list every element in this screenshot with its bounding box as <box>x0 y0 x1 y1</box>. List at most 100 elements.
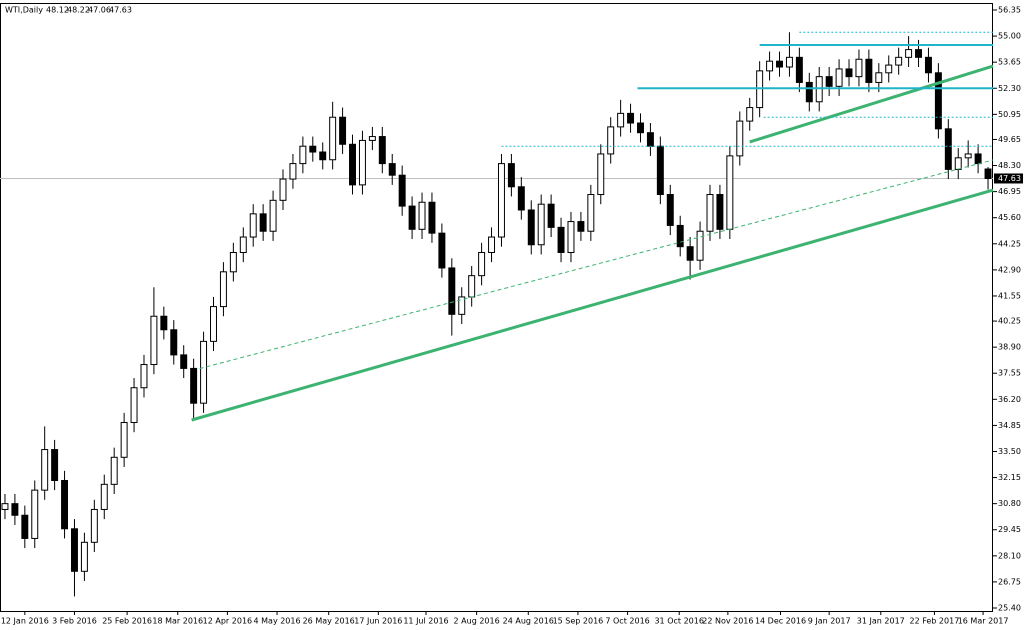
candle-body <box>418 201 426 230</box>
candle-body <box>100 483 108 510</box>
x-tick-label: 9 Jan 2017 <box>808 617 851 626</box>
candle-body <box>567 221 575 253</box>
y-tick-label: 34.85 <box>998 421 1021 430</box>
y-tick-label: 40.25 <box>998 317 1021 326</box>
candle-body <box>80 541 88 572</box>
candle-body <box>279 178 287 201</box>
candle-body <box>130 387 138 424</box>
y-tick-label: 56.35 <box>998 6 1021 15</box>
candle-body <box>627 112 635 124</box>
x-tick-label: 16 Mar 2017 <box>958 617 1009 626</box>
candle-body <box>964 153 972 159</box>
candle-body <box>934 72 942 130</box>
candle-body <box>210 306 217 342</box>
candle-body <box>686 246 694 261</box>
y-tick-label: 42.90 <box>998 265 1021 274</box>
x-tick-label: 22 Feb 2017 <box>910 617 960 626</box>
candle-body <box>706 194 714 232</box>
candle-body <box>785 56 793 68</box>
candle-body <box>170 329 178 356</box>
x-tick-label: 15 Sep 2016 <box>553 617 604 626</box>
candle-body <box>249 213 257 238</box>
candle-body <box>746 107 754 122</box>
candle-body <box>358 139 366 186</box>
y-tick-label: 26.75 <box>998 577 1021 586</box>
x-tick-label: 12 Apr 2016 <box>203 617 252 626</box>
candle-body <box>269 199 277 232</box>
candle-body <box>438 232 446 269</box>
last-high: 48.22 <box>67 6 90 15</box>
candle-body <box>339 116 347 145</box>
x-tick-label: 7 Oct 2016 <box>605 617 649 626</box>
candle-body <box>289 163 297 180</box>
y-tick-label: 53.65 <box>998 58 1021 67</box>
last-open: 48.12 <box>46 6 69 15</box>
candle-body <box>180 354 188 369</box>
candle-body <box>309 145 317 153</box>
candle-body <box>855 58 863 78</box>
y-tick-label: 36.20 <box>998 395 1021 404</box>
candle-body <box>61 479 69 530</box>
candle-body <box>915 49 923 58</box>
y-tick-label: 38.90 <box>998 343 1021 352</box>
x-tick-label: 14 Dec 2016 <box>755 617 806 626</box>
x-tick-label: 11 Jul 2016 <box>403 617 448 626</box>
candle-body <box>388 163 396 176</box>
trend-line <box>199 159 994 370</box>
candle-body <box>368 136 376 141</box>
candle-body <box>378 136 386 165</box>
candle-body <box>329 116 337 161</box>
candle-body <box>885 64 893 74</box>
candle-body <box>349 143 356 186</box>
candle-body <box>11 503 19 516</box>
candle-body <box>140 364 148 389</box>
candle-body <box>527 209 535 246</box>
trend-line <box>749 64 994 144</box>
candle-body <box>845 68 853 78</box>
candle-body <box>319 151 327 161</box>
candle-body <box>51 449 59 481</box>
y-tick-label: 29.45 <box>998 525 1021 534</box>
candle-body <box>984 168 992 179</box>
x-tick-label: 3 Feb 2016 <box>52 617 97 626</box>
candle-body <box>507 163 515 188</box>
candle-body <box>219 271 227 308</box>
y-tick-label: 45.60 <box>998 213 1021 222</box>
x-tick-label: 31 Jan 2017 <box>857 617 905 626</box>
candle-body <box>875 72 883 83</box>
candle-body <box>190 367 198 404</box>
candle-body <box>825 76 833 87</box>
candle-body <box>517 186 525 211</box>
candle-body <box>448 267 456 315</box>
x-tick-label: 26 May 2016 <box>303 617 355 626</box>
x-tick-label: 25 Feb 2016 <box>102 617 152 626</box>
candle-body <box>150 315 158 366</box>
y-tick-label: 49.65 <box>998 135 1021 144</box>
candle-body <box>736 120 744 157</box>
y-tick-label: 25.40 <box>998 604 1021 613</box>
y-tick-label: 28.10 <box>998 551 1021 560</box>
candle-body <box>597 153 605 196</box>
candle-body <box>428 201 436 234</box>
candle-body <box>944 128 952 170</box>
candle-body <box>676 224 684 248</box>
candle-body <box>557 226 565 253</box>
candle-body <box>805 81 813 103</box>
x-tick-label: 2 Aug 2016 <box>454 617 500 626</box>
last-close: 47.63 <box>109 6 132 15</box>
y-tick-label: 46.95 <box>998 187 1021 196</box>
y-tick-label: 33.50 <box>998 447 1021 456</box>
candle-body <box>398 174 406 207</box>
candle-body <box>656 145 664 196</box>
candle-body <box>478 251 486 277</box>
plot-frame <box>0 3 993 612</box>
x-tick-label: 12 Jan 2016 <box>1 617 49 626</box>
y-tick-label: 50.95 <box>998 110 1021 119</box>
y-tick-label: 55.00 <box>998 32 1021 41</box>
candle-body <box>488 236 496 253</box>
candle-body <box>31 489 39 539</box>
price-tag <box>994 173 1023 184</box>
candle-body <box>954 157 962 170</box>
candle-body <box>41 449 49 491</box>
candle-body <box>924 56 932 74</box>
